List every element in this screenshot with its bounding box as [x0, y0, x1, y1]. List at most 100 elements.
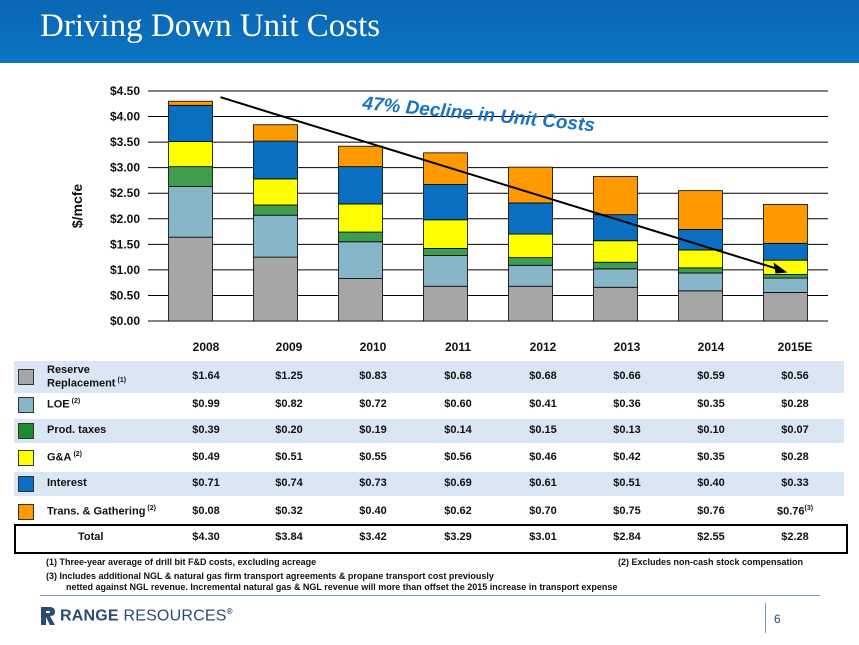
legend-swatch [18, 504, 34, 520]
total-cell: $3.84 [275, 531, 303, 543]
cell-value: $0.41 [529, 398, 557, 410]
footnote-1: (1) Three-year average of drill bit F&D … [46, 557, 317, 567]
unit-cost-chart: $0.00 $0.50 $1.00 $1.50 $2.00 $2.50 $3.00 $3.50… [69, 84, 828, 328]
cell-value: $0.68 [529, 370, 557, 382]
cell-value: $0.35 [697, 451, 725, 463]
bar-segment [508, 202, 553, 235]
cell-value: $0.56 [781, 370, 809, 382]
table-cell: $0.42 [592, 451, 662, 463]
y-tick-label: $1.00 [110, 263, 140, 277]
table-cell: $0.07 [760, 424, 830, 436]
total-row: Total $4.30 $3.84 $3.42 $3.29 $3.01 $2.84 $2.55… [14, 524, 848, 554]
table-cell: $0.41 [508, 398, 578, 410]
bar-segment [423, 255, 468, 287]
bar-segment [168, 141, 213, 168]
cell-value: $0.60 [444, 398, 472, 410]
y-tick-label: $3.00 [110, 161, 140, 175]
cell-value: $0.61 [529, 477, 557, 489]
row-label-text: G&A [47, 451, 72, 464]
row-label-note: (2) [73, 451, 83, 458]
year-header: 2010 [359, 340, 387, 354]
company-logo: RANGE RESOURCES® [60, 607, 233, 625]
bar-segment [763, 242, 808, 261]
row-label-text: Reserve Replacement [47, 364, 116, 390]
bar-segment [678, 272, 723, 292]
year-header: 2015E [777, 340, 813, 354]
table-cell: $0.71 [171, 477, 241, 489]
cell-value: $0.68 [444, 370, 472, 382]
table-cell: $0.36 [592, 398, 662, 410]
cell-value: $0.74 [275, 477, 303, 489]
table-cell: $0.66 [592, 370, 662, 382]
table-cell: $0.20 [254, 424, 324, 436]
bar-segment [423, 285, 468, 322]
table-cell: $0.28 [760, 398, 830, 410]
bar-segment [763, 204, 808, 244]
title-banner: Driving Down Unit Costs [0, 0, 859, 63]
table-cell: $0.33 [760, 477, 830, 489]
table-cell: $0.28 [760, 451, 830, 463]
bar-segment [593, 268, 638, 288]
table-cell: $0.60 [423, 398, 493, 410]
legend-swatch [18, 369, 34, 385]
y-tick-label: $4.00 [110, 110, 140, 124]
table-cell: $0.73 [338, 477, 408, 489]
cell-value: $0.35 [697, 398, 725, 410]
bar-segment [253, 256, 298, 322]
cell-value: $0.36 [613, 398, 641, 410]
decline-arrow-line [220, 96, 780, 271]
table-cell: $0.10 [676, 424, 746, 436]
cell-value: $0.32 [275, 505, 303, 517]
bar-segment [423, 152, 468, 185]
y-tick-label: $4.50 [110, 84, 140, 98]
bar-segment [338, 166, 383, 205]
table-row: Prod. taxes $0.39 $0.20 $0.19 $0.14 $0.15 $0.1… [14, 419, 844, 443]
table-cell: $0.32 [254, 505, 324, 517]
bar-segment [593, 261, 638, 270]
row-label: Interest [47, 477, 87, 490]
row-label: Prod. taxes [47, 424, 106, 437]
table-cell: $0.76 [676, 505, 746, 517]
legend-swatch [18, 450, 34, 466]
decline-annotation: 47% Decline in Unit Costs [361, 93, 596, 136]
year-header: 2008 [192, 340, 220, 354]
bar-segment [678, 267, 723, 274]
cell-value: $0.10 [697, 424, 725, 436]
bar-segment [763, 277, 808, 293]
y-tick-label: $2.00 [110, 212, 140, 226]
bar-segment [253, 204, 298, 216]
footnote-2: (2) Excludes non-cash stock compensation [618, 557, 804, 567]
bar-segment [678, 190, 723, 230]
page-number-divider [765, 603, 766, 633]
cell-value: $0.42 [613, 451, 641, 463]
table-row: LOE (2) $0.99 $0.82 $0.72 $0.60 $0.41 $0.36 $0.3… [14, 393, 844, 417]
cell-value: $0.14 [444, 424, 472, 436]
row-label: LOE (2) [47, 398, 80, 412]
bar-segment [423, 219, 468, 249]
row-label-note: (1) [117, 377, 127, 385]
total-label: Total [78, 531, 104, 543]
bar-segment [678, 290, 723, 322]
table-cell: $0.70 [508, 505, 578, 517]
bar-segment [168, 166, 213, 187]
table-row: Reserve Replacement (1) $1.64 $1.25 $0.83 $0.… [14, 361, 844, 393]
year-header: 2014 [697, 340, 725, 354]
y-axis-label: $/mcfe [69, 184, 85, 229]
cell-value: $0.19 [359, 424, 387, 436]
legend-swatch [18, 423, 34, 439]
total-cell: $3.42 [359, 531, 387, 543]
row-label: Reserve Replacement (1) [47, 364, 142, 391]
row-label-text: Interest [47, 477, 87, 489]
cell-value: $0.28 [781, 398, 809, 410]
bar-segment [678, 249, 723, 269]
table-cell: $0.75 [592, 505, 662, 517]
footer-divider [40, 595, 820, 596]
row-label: G&A (2) [47, 451, 82, 465]
table-cell: $0.72 [338, 398, 408, 410]
table-cell: $0.68 [508, 370, 578, 382]
year-header: 2009 [275, 340, 303, 354]
cell-value: $0.83 [359, 370, 387, 382]
bar-segment [338, 203, 383, 233]
cell-value: $0.40 [359, 505, 387, 517]
y-tick-label: $0.50 [110, 288, 140, 302]
